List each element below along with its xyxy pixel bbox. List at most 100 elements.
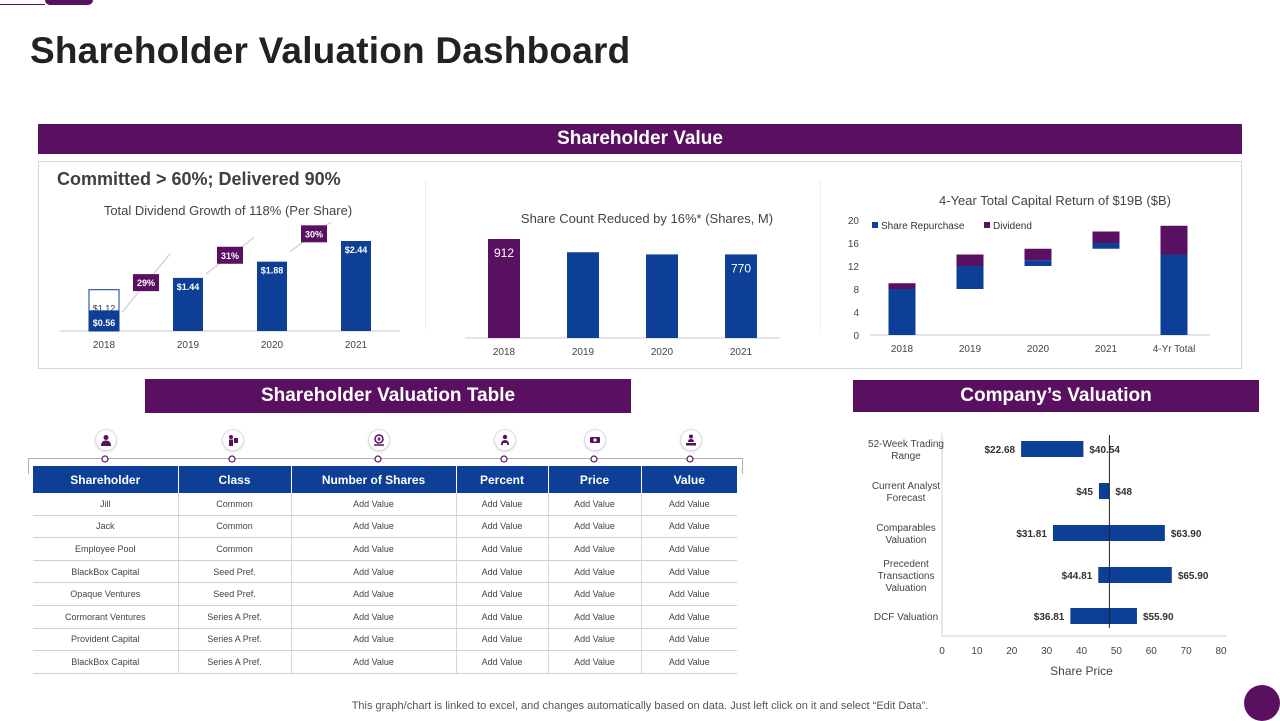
- connector-dot: [590, 455, 598, 463]
- table-row: Provident Capital Series A Pref. Add Value…: [33, 628, 737, 652]
- category-label: Precedent: [883, 559, 929, 570]
- table-cell: Add Value: [548, 628, 642, 652]
- table-cell: Employee Pool: [33, 537, 179, 561]
- table-cell: Series A Pref.: [178, 605, 292, 629]
- x-tick-label: 40: [1076, 646, 1088, 657]
- legend-label: Share Repurchase: [881, 221, 965, 232]
- x-tick-label: 2020: [651, 347, 674, 358]
- range-low-label: $22.68: [985, 445, 1016, 456]
- x-tick-label: 10: [971, 646, 983, 657]
- x-tick-label: 0: [939, 646, 945, 657]
- bar-value-label: $1.44: [177, 282, 200, 292]
- x-tick-label: 4-Yr Total: [1153, 344, 1196, 355]
- bar: [646, 254, 678, 338]
- panel-divider: [425, 180, 426, 330]
- range-bar: [1021, 441, 1084, 457]
- table-cell: Common: [178, 493, 292, 516]
- range-high-label: $48: [1115, 487, 1132, 498]
- shares-chart: 912 2018 2019 2020 770 2021: [465, 239, 780, 358]
- x-tick-label: 2019: [177, 340, 200, 351]
- bar: [488, 239, 520, 338]
- range-low-label: $45: [1076, 487, 1093, 498]
- table-cell: Seed Pref.: [178, 582, 292, 606]
- range-low-label: $31.81: [1016, 529, 1047, 540]
- connector-dot: [500, 455, 508, 463]
- icon-connector-left: [28, 458, 29, 474]
- table-cell: Opaque Ventures: [33, 582, 179, 606]
- column-header: Value: [641, 466, 737, 493]
- connector-dot: [228, 455, 236, 463]
- table-row: Opaque Ventures Seed Pref. Add Value Add Va…: [33, 582, 737, 606]
- category-label: 52-Week Trading: [868, 439, 944, 450]
- x-tick-label: 2021: [730, 347, 753, 358]
- class-icon: [222, 429, 244, 451]
- dividend-chart-title: Total Dividend Growth of 118% (Per Share…: [103, 203, 353, 218]
- bar-value-label: 912: [494, 246, 514, 260]
- x-tick-label: 2021: [345, 340, 368, 351]
- x-axis-title: Share Price: [1050, 664, 1113, 678]
- table-cell: Add Value: [291, 560, 457, 584]
- table-cell: Add Value: [641, 628, 737, 652]
- outline-bar-label: $1.12: [93, 304, 116, 314]
- category-label: Valuation: [886, 583, 927, 594]
- price-icon: [584, 429, 606, 451]
- table-cell: Add Value: [641, 515, 737, 539]
- column-header: Shareholder: [33, 466, 179, 493]
- shares-chart-title: Share Count Reduced by 16%* (Shares, M): [520, 211, 774, 226]
- growth-badge: [301, 225, 327, 243]
- range-high-label: $40.54: [1089, 445, 1120, 456]
- x-tick-label: 2019: [959, 344, 982, 355]
- table-cell: Add Value: [456, 650, 549, 674]
- y-tick-label: 0: [853, 331, 859, 342]
- table-cell: Add Value: [456, 515, 549, 539]
- column-header: Percent: [456, 466, 549, 493]
- growth-badge: [133, 274, 159, 292]
- column-header: Price: [548, 466, 642, 493]
- x-tick-label: 2021: [1095, 344, 1118, 355]
- table-cell: Add Value: [291, 605, 457, 629]
- table-cell: Add Value: [548, 605, 642, 629]
- table-cell: Add Value: [456, 628, 549, 652]
- dividend-chart: $1.12 $0.56 2018 $1.44 2019 $1.88 2020 $2.44 202…: [60, 222, 400, 351]
- table-row: Jill Common Add Value Add Value Add Value Add…: [33, 493, 737, 516]
- committed-headline: Committed > 60%; Delivered 90%: [57, 169, 341, 189]
- table-cell: Add Value: [291, 628, 457, 652]
- table-cell: Add Value: [456, 493, 549, 516]
- bar-dividend: [956, 254, 984, 266]
- x-tick-label: 80: [1215, 646, 1227, 657]
- y-tick-label: 8: [853, 285, 859, 296]
- bar-share-repurchase: [956, 266, 984, 289]
- bar: [173, 277, 203, 331]
- table-cell: Add Value: [548, 650, 642, 674]
- range-high-label: $63.90: [1171, 529, 1202, 540]
- table-cell: Add Value: [641, 582, 737, 606]
- bar: [89, 310, 119, 331]
- connector-dot: [686, 455, 694, 463]
- bar-share-repurchase: [888, 289, 916, 335]
- range-bar: [1070, 608, 1137, 624]
- y-tick-label: 20: [848, 216, 860, 227]
- growth-label: 30%: [305, 229, 323, 239]
- category-label: Forecast: [887, 493, 926, 504]
- table-row: Cormorant Ventures Series A Pref. Add Valu…: [33, 605, 737, 629]
- table-cell: Add Value: [641, 650, 737, 674]
- table-cell: Add Value: [456, 537, 549, 561]
- table-cell: Add Value: [641, 537, 737, 561]
- category-label: Current Analyst: [872, 481, 941, 492]
- bar: [257, 261, 287, 331]
- table-header-row: Shareholder Class Number of Shares Perce…: [33, 466, 737, 493]
- growth-label: 29%: [137, 278, 155, 288]
- range-high-label: $65.90: [1178, 571, 1209, 582]
- table-cell: Jack: [33, 515, 179, 539]
- table-cell: Add Value: [291, 537, 457, 561]
- column-header: Class: [178, 466, 292, 493]
- category-label: Comparables: [876, 523, 935, 534]
- connector-dot: [101, 455, 109, 463]
- table-cell: Add Value: [641, 605, 737, 629]
- bar-dividend: [888, 283, 916, 289]
- shareholder-value-panel: [38, 161, 1242, 369]
- column-header: Number of Shares: [291, 466, 457, 493]
- range-bar: [1098, 567, 1172, 583]
- table-cell: Seed Pref.: [178, 560, 292, 584]
- table-cell: Add Value: [291, 650, 457, 674]
